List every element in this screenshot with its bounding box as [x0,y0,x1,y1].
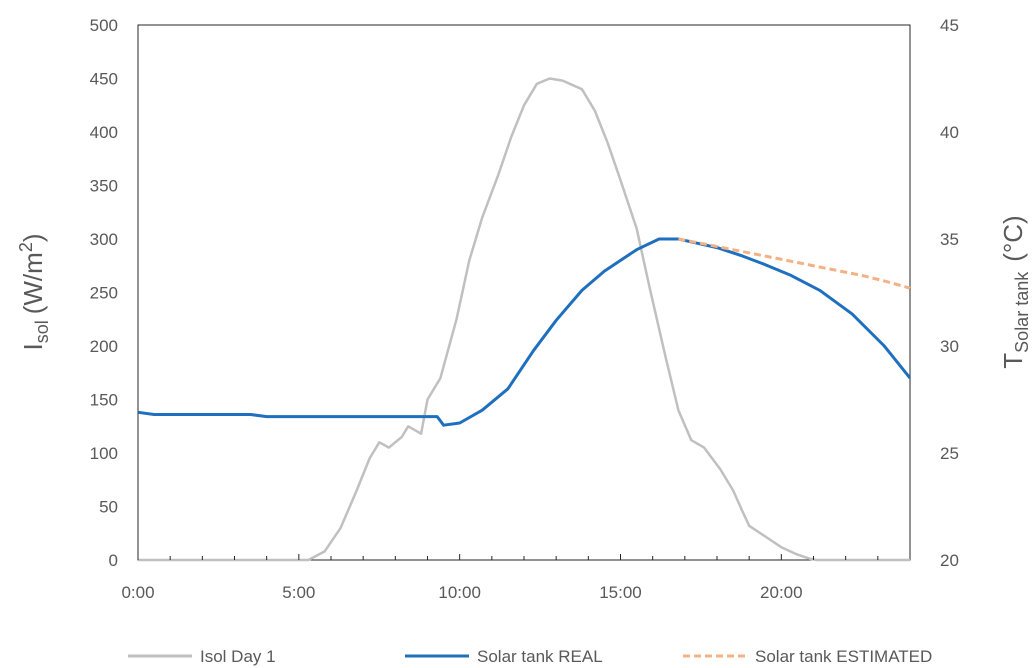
x-tick-label: 5:00 [282,583,315,602]
right-y-axis-ticks: 20 25 30 35 40 45 [940,16,959,570]
series-line-solar-tank-real [137,237,912,427]
left-y-axis-title-sup: 2 [16,242,36,252]
right-y-axis-title: TSolar tank (°C) [998,215,1032,368]
legend-label: Isol Day 1 [200,647,276,666]
right-y-tick-label: 40 [940,123,959,142]
x-tick-label: 15:00 [599,583,642,602]
left-y-tick-label: 250 [90,284,118,303]
left-y-tick-label: 500 [90,16,118,35]
x-tick-label: 0:00 [121,583,154,602]
left-y-tick-label: 400 [90,123,118,142]
x-tick-label: 10:00 [438,583,481,602]
series-line-solar-tank-estimated [678,237,911,290]
left-y-tick-label: 450 [90,70,118,89]
x-axis-ticks: 0:00 5:00 10:00 15:00 20:00 [121,554,879,602]
legend-label: Solar tank ESTIMATED [755,647,932,666]
left-y-tick-label: 0 [109,551,118,570]
series-layer [137,77,912,562]
right-y-axis-title-unit: (°C) [998,215,1028,262]
right-y-tick-label: 20 [940,551,959,570]
left-y-tick-label: 300 [90,230,118,249]
left-y-axis-ticks: 0 50 100 150 200 250 300 350 400 450 500 [90,16,118,570]
left-y-axis-title: Isol (W/m2) [16,233,52,350]
right-y-axis-title-main: T [998,353,1028,369]
left-y-tick-label: 350 [90,177,118,196]
right-y-tick-label: 35 [940,230,959,249]
left-y-axis-title-sub: sol [32,320,52,343]
left-y-tick-label: 150 [90,391,118,410]
right-y-axis-title-sub: Solar tank [1012,271,1032,353]
left-y-tick-label: 200 [90,337,118,356]
series-line-isol-day-1 [138,77,910,562]
left-y-tick-label: 50 [99,498,118,517]
left-y-axis-title-unit: (W/m [18,252,48,314]
legend: Isol Day 1 Solar tank REAL Solar tank ESTI… [128,647,932,666]
right-y-tick-label: 25 [940,444,959,463]
x-tick-label: 20:00 [760,583,803,602]
left-y-tick-label: 100 [90,444,118,463]
legend-label: Solar tank REAL [477,647,603,666]
left-y-axis-title-close: ) [18,233,48,242]
left-y-axis-title-main: I [18,343,48,350]
right-y-tick-label: 45 [940,16,959,35]
right-y-tick-label: 30 [940,337,959,356]
